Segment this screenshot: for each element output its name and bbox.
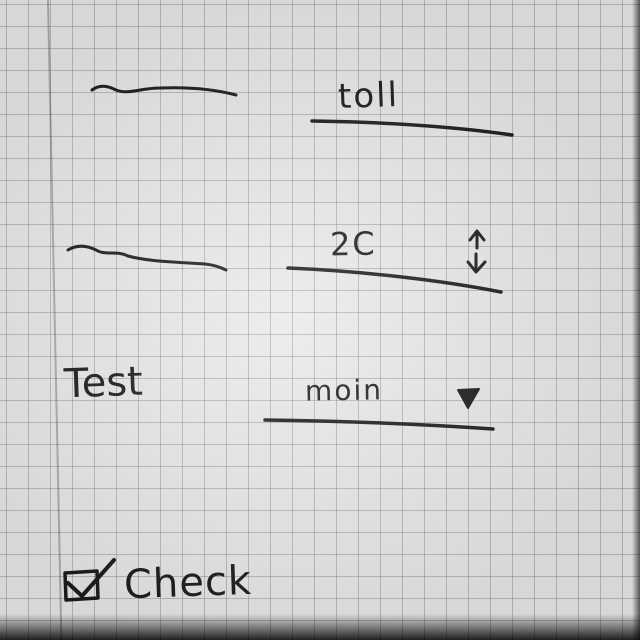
row2-number-input[interactable]: [286, 220, 464, 290]
up-down-arrows-icon[interactable]: [466, 229, 487, 274]
checkbox-label[interactable]: Check: [123, 557, 253, 609]
paper-edge-shadow: [632, 0, 640, 640]
row3-label: Test: [63, 358, 144, 408]
row3-select-dropdown[interactable]: [264, 368, 454, 428]
triangle-down-icon[interactable]: [457, 388, 480, 409]
paper-bottom-shadow: [0, 614, 640, 640]
row1-input-underline: [310, 119, 514, 137]
row2-label-squiggle: [66, 244, 228, 272]
row1-text-input[interactable]: [310, 70, 515, 134]
checkmark-icon: [66, 558, 116, 598]
row2-input-underline: [286, 266, 503, 294]
checkbox-control[interactable]: [63, 558, 116, 602]
row1-label-squiggle: [90, 84, 238, 97]
row3-input-underline: [263, 418, 495, 431]
